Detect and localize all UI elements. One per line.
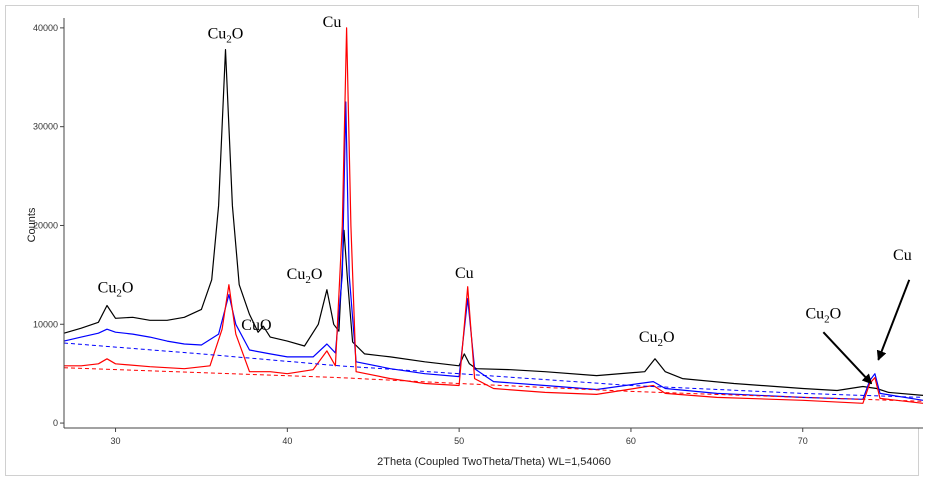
x-ticks: 30 40 50 60 70 (111, 428, 808, 446)
y-tick-label: 40000 (33, 23, 58, 33)
peak-label: Cu2O (98, 280, 134, 300)
y-tick-label: 10000 (33, 319, 58, 329)
annotation-arrow (876, 279, 911, 361)
x-tick-label: 70 (798, 436, 808, 446)
peak-label: Cu2O (208, 26, 244, 46)
y-tick-label: 20000 (33, 220, 58, 230)
annotation-arrow (822, 331, 873, 385)
peak-label: Cu (323, 14, 342, 31)
plot-marks (63, 27, 924, 404)
y-tick-label: 30000 (33, 122, 58, 132)
peak-label: Cu2O (805, 305, 841, 325)
x-tick-label: 60 (626, 436, 636, 446)
plot-area (64, 18, 923, 428)
peak-label: CuO (241, 317, 271, 334)
peak-label: Cu2O (287, 266, 323, 286)
y-ticks: 0 10000 20000 30000 40000 (33, 23, 64, 428)
y-axis-title: Counts (26, 207, 38, 242)
peak-label: Cu2O (639, 329, 675, 349)
x-tick-label: 50 (454, 436, 464, 446)
peak-label: Cu (455, 265, 474, 282)
series-line-4 (63, 367, 924, 402)
series-line-2 (64, 27, 924, 404)
x-tick-label: 30 (111, 436, 121, 446)
x-tick-label: 40 (282, 436, 292, 446)
y-tick-label: 0 (53, 418, 58, 428)
series-line-0 (63, 49, 924, 396)
x-axis-title: 2Theta (Coupled TwoTheta/Theta) WL=1,540… (377, 456, 611, 468)
series-line-1 (63, 101, 924, 401)
annotations: Cu2O Cu2O Cu CuO Cu2O Cu Cu2O Cu2O Cu (98, 14, 912, 385)
peak-label: Cu (893, 247, 912, 264)
